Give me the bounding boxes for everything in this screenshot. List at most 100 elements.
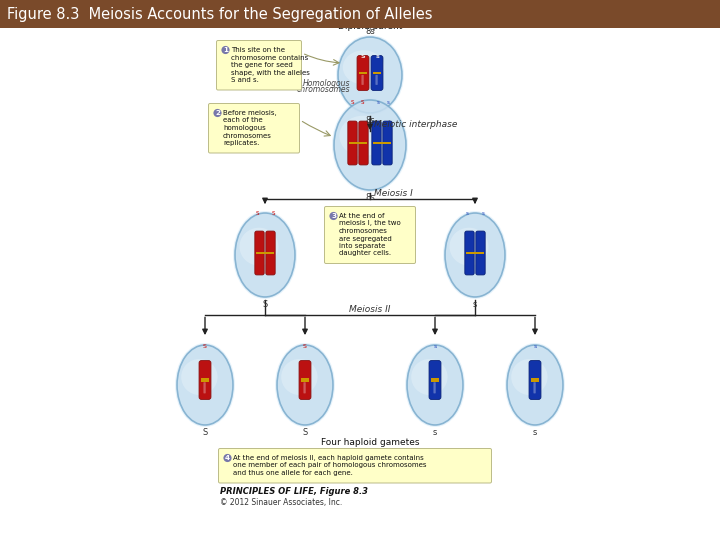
FancyBboxPatch shape [465, 231, 474, 275]
Ellipse shape [339, 116, 386, 156]
FancyBboxPatch shape [204, 382, 206, 394]
Bar [349, 142, 366, 144]
Text: s: s [387, 100, 390, 105]
Text: s: s [375, 55, 379, 59]
Ellipse shape [277, 345, 333, 425]
Ellipse shape [240, 228, 279, 266]
Ellipse shape [336, 35, 404, 115]
FancyBboxPatch shape [218, 449, 492, 483]
Ellipse shape [405, 343, 465, 427]
Ellipse shape [334, 100, 406, 190]
FancyBboxPatch shape [357, 56, 369, 90]
Text: At the end of
meiosis I, the two
chromosomes
are segregated
into separate
daught: At the end of meiosis I, the two chromos… [339, 213, 401, 256]
Text: 8s: 8s [365, 193, 375, 202]
FancyBboxPatch shape [266, 231, 275, 275]
Text: 1: 1 [223, 47, 228, 53]
FancyBboxPatch shape [372, 121, 381, 165]
Ellipse shape [511, 359, 548, 395]
Text: S: S [203, 345, 207, 349]
Ellipse shape [275, 343, 335, 427]
Text: Meiosis II: Meiosis II [349, 305, 391, 314]
FancyBboxPatch shape [433, 382, 436, 394]
Ellipse shape [507, 345, 563, 425]
Text: S: S [262, 300, 268, 309]
Bar [531, 379, 539, 382]
FancyBboxPatch shape [429, 361, 441, 400]
Text: © 2012 Sinauer Associates, Inc.: © 2012 Sinauer Associates, Inc. [220, 498, 342, 508]
FancyBboxPatch shape [325, 206, 415, 264]
FancyBboxPatch shape [199, 361, 211, 400]
Bar [201, 379, 209, 382]
Text: 3: 3 [331, 213, 336, 219]
Ellipse shape [411, 359, 448, 395]
Text: S: S [256, 211, 258, 216]
FancyBboxPatch shape [299, 361, 311, 400]
FancyBboxPatch shape [371, 56, 383, 90]
Text: Figure 8.3  Meiosis Accounts for the Segregation of Alleles: Figure 8.3 Meiosis Accounts for the Segr… [7, 6, 433, 22]
Text: S: S [303, 345, 307, 349]
Text: Meiotic interphase: Meiotic interphase [374, 120, 457, 129]
Text: Meiosis I: Meiosis I [374, 188, 413, 198]
Ellipse shape [235, 213, 295, 297]
Bar [359, 72, 366, 75]
Ellipse shape [175, 343, 235, 427]
Text: s: s [433, 428, 437, 437]
Text: S: S [360, 100, 364, 105]
Text: s: s [534, 345, 536, 349]
Ellipse shape [332, 98, 408, 192]
Text: Before meiosis,
each of the
homologous
chromosomes
replicates.: Before meiosis, each of the homologous c… [223, 110, 276, 146]
Text: 4: 4 [225, 455, 230, 461]
FancyBboxPatch shape [303, 382, 306, 394]
FancyBboxPatch shape [476, 231, 485, 275]
Text: S: S [361, 55, 365, 59]
Bar [0, 0, 720, 28]
Text: s: s [466, 211, 469, 216]
Text: S: S [350, 100, 354, 105]
Ellipse shape [445, 213, 505, 297]
Text: PRINCIPLES OF LIFE, Figure 8.3: PRINCIPLES OF LIFE, Figure 8.3 [220, 488, 368, 496]
FancyBboxPatch shape [348, 121, 357, 165]
FancyBboxPatch shape [534, 382, 536, 394]
Text: S: S [271, 211, 275, 216]
Ellipse shape [343, 50, 384, 84]
Bar [373, 72, 381, 75]
Bar [256, 252, 274, 254]
Ellipse shape [407, 345, 463, 425]
Ellipse shape [177, 345, 233, 425]
Text: chromosomes: chromosomes [297, 84, 350, 93]
Ellipse shape [505, 343, 565, 427]
FancyBboxPatch shape [255, 231, 264, 275]
FancyBboxPatch shape [383, 121, 392, 165]
Bar [467, 252, 484, 254]
Text: Diploid parent: Diploid parent [338, 22, 402, 31]
Text: 8s: 8s [365, 116, 375, 125]
FancyBboxPatch shape [529, 361, 541, 400]
Text: At the end of meiosis II, each haploid gamete contains
one member of each pair o: At the end of meiosis II, each haploid g… [233, 455, 426, 476]
Bar [431, 379, 438, 382]
Ellipse shape [181, 359, 217, 395]
FancyBboxPatch shape [375, 75, 378, 85]
Ellipse shape [449, 228, 488, 266]
FancyBboxPatch shape [361, 75, 364, 85]
Text: S: S [202, 428, 207, 437]
Text: s: s [533, 428, 537, 437]
Ellipse shape [443, 211, 507, 299]
FancyBboxPatch shape [359, 121, 368, 165]
FancyBboxPatch shape [217, 40, 302, 90]
Text: s: s [433, 345, 436, 349]
Text: s: s [482, 211, 485, 216]
Text: This site on the
chromosome contains
the gene for seed
shape, with the alleles
S: This site on the chromosome contains the… [231, 47, 310, 83]
Text: S: S [302, 428, 307, 437]
Text: 2: 2 [215, 110, 220, 116]
Ellipse shape [338, 37, 402, 113]
FancyBboxPatch shape [209, 104, 300, 153]
Text: s: s [473, 300, 477, 309]
Bar [374, 142, 390, 144]
Ellipse shape [233, 211, 297, 299]
Text: Homologous: Homologous [302, 78, 350, 87]
Text: Four haploid gametes: Four haploid gametes [320, 438, 419, 447]
Ellipse shape [282, 359, 318, 395]
Text: 8s: 8s [365, 27, 375, 36]
Bar [301, 379, 309, 382]
Text: s: s [377, 100, 379, 105]
